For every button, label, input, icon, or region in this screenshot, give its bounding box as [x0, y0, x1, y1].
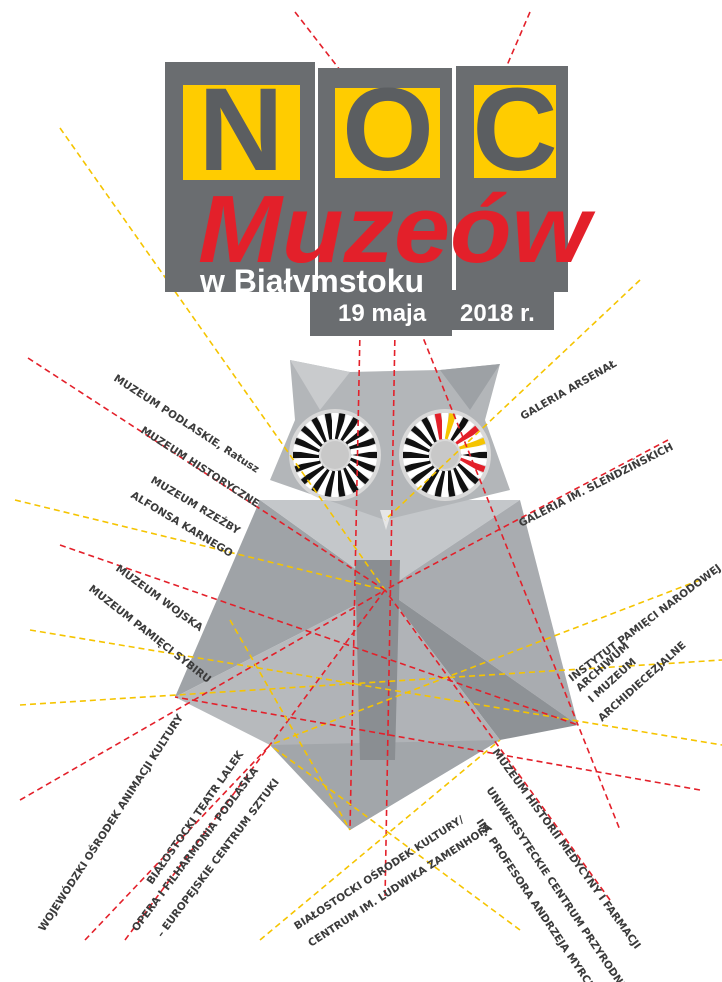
museum-label: GALERIA IM. SLENDZIŃSKICH [516, 440, 675, 530]
museum-label: BIAŁOSTOCKI TEATR LALEK [145, 748, 247, 886]
subtitle: w Białymstoku [199, 263, 424, 299]
year: 2018 r. [460, 300, 535, 327]
museum-label: CENTRUM IM. LUDWIKA ZAMENHOFA [306, 821, 495, 949]
date: 19 maja [338, 300, 427, 327]
museum-label: GALERIA ARSENAŁ [519, 358, 620, 423]
museum-label: OPERA I FILHARMONIA PODLASKA [130, 765, 262, 934]
museum-label: MUZEUM HISTORII MEDYCYNY I FARMACJI [490, 747, 643, 952]
museum-label: BIAŁOSTOCKI OŚRODEK KULTURY/ [292, 813, 467, 933]
pupil [321, 441, 349, 469]
museum-label: INSTYTUT PAMIĘCI NARODOWEJ [567, 562, 722, 684]
museum-label: IM. PROFESORA ANDRZEJA MYRCHY [474, 817, 603, 982]
header: N O C Muzeów w Białymstoku 19 maja 2018 … [165, 62, 596, 336]
poster: N O C Muzeów w Białymstoku 19 maja 2018 … [0, 0, 722, 982]
